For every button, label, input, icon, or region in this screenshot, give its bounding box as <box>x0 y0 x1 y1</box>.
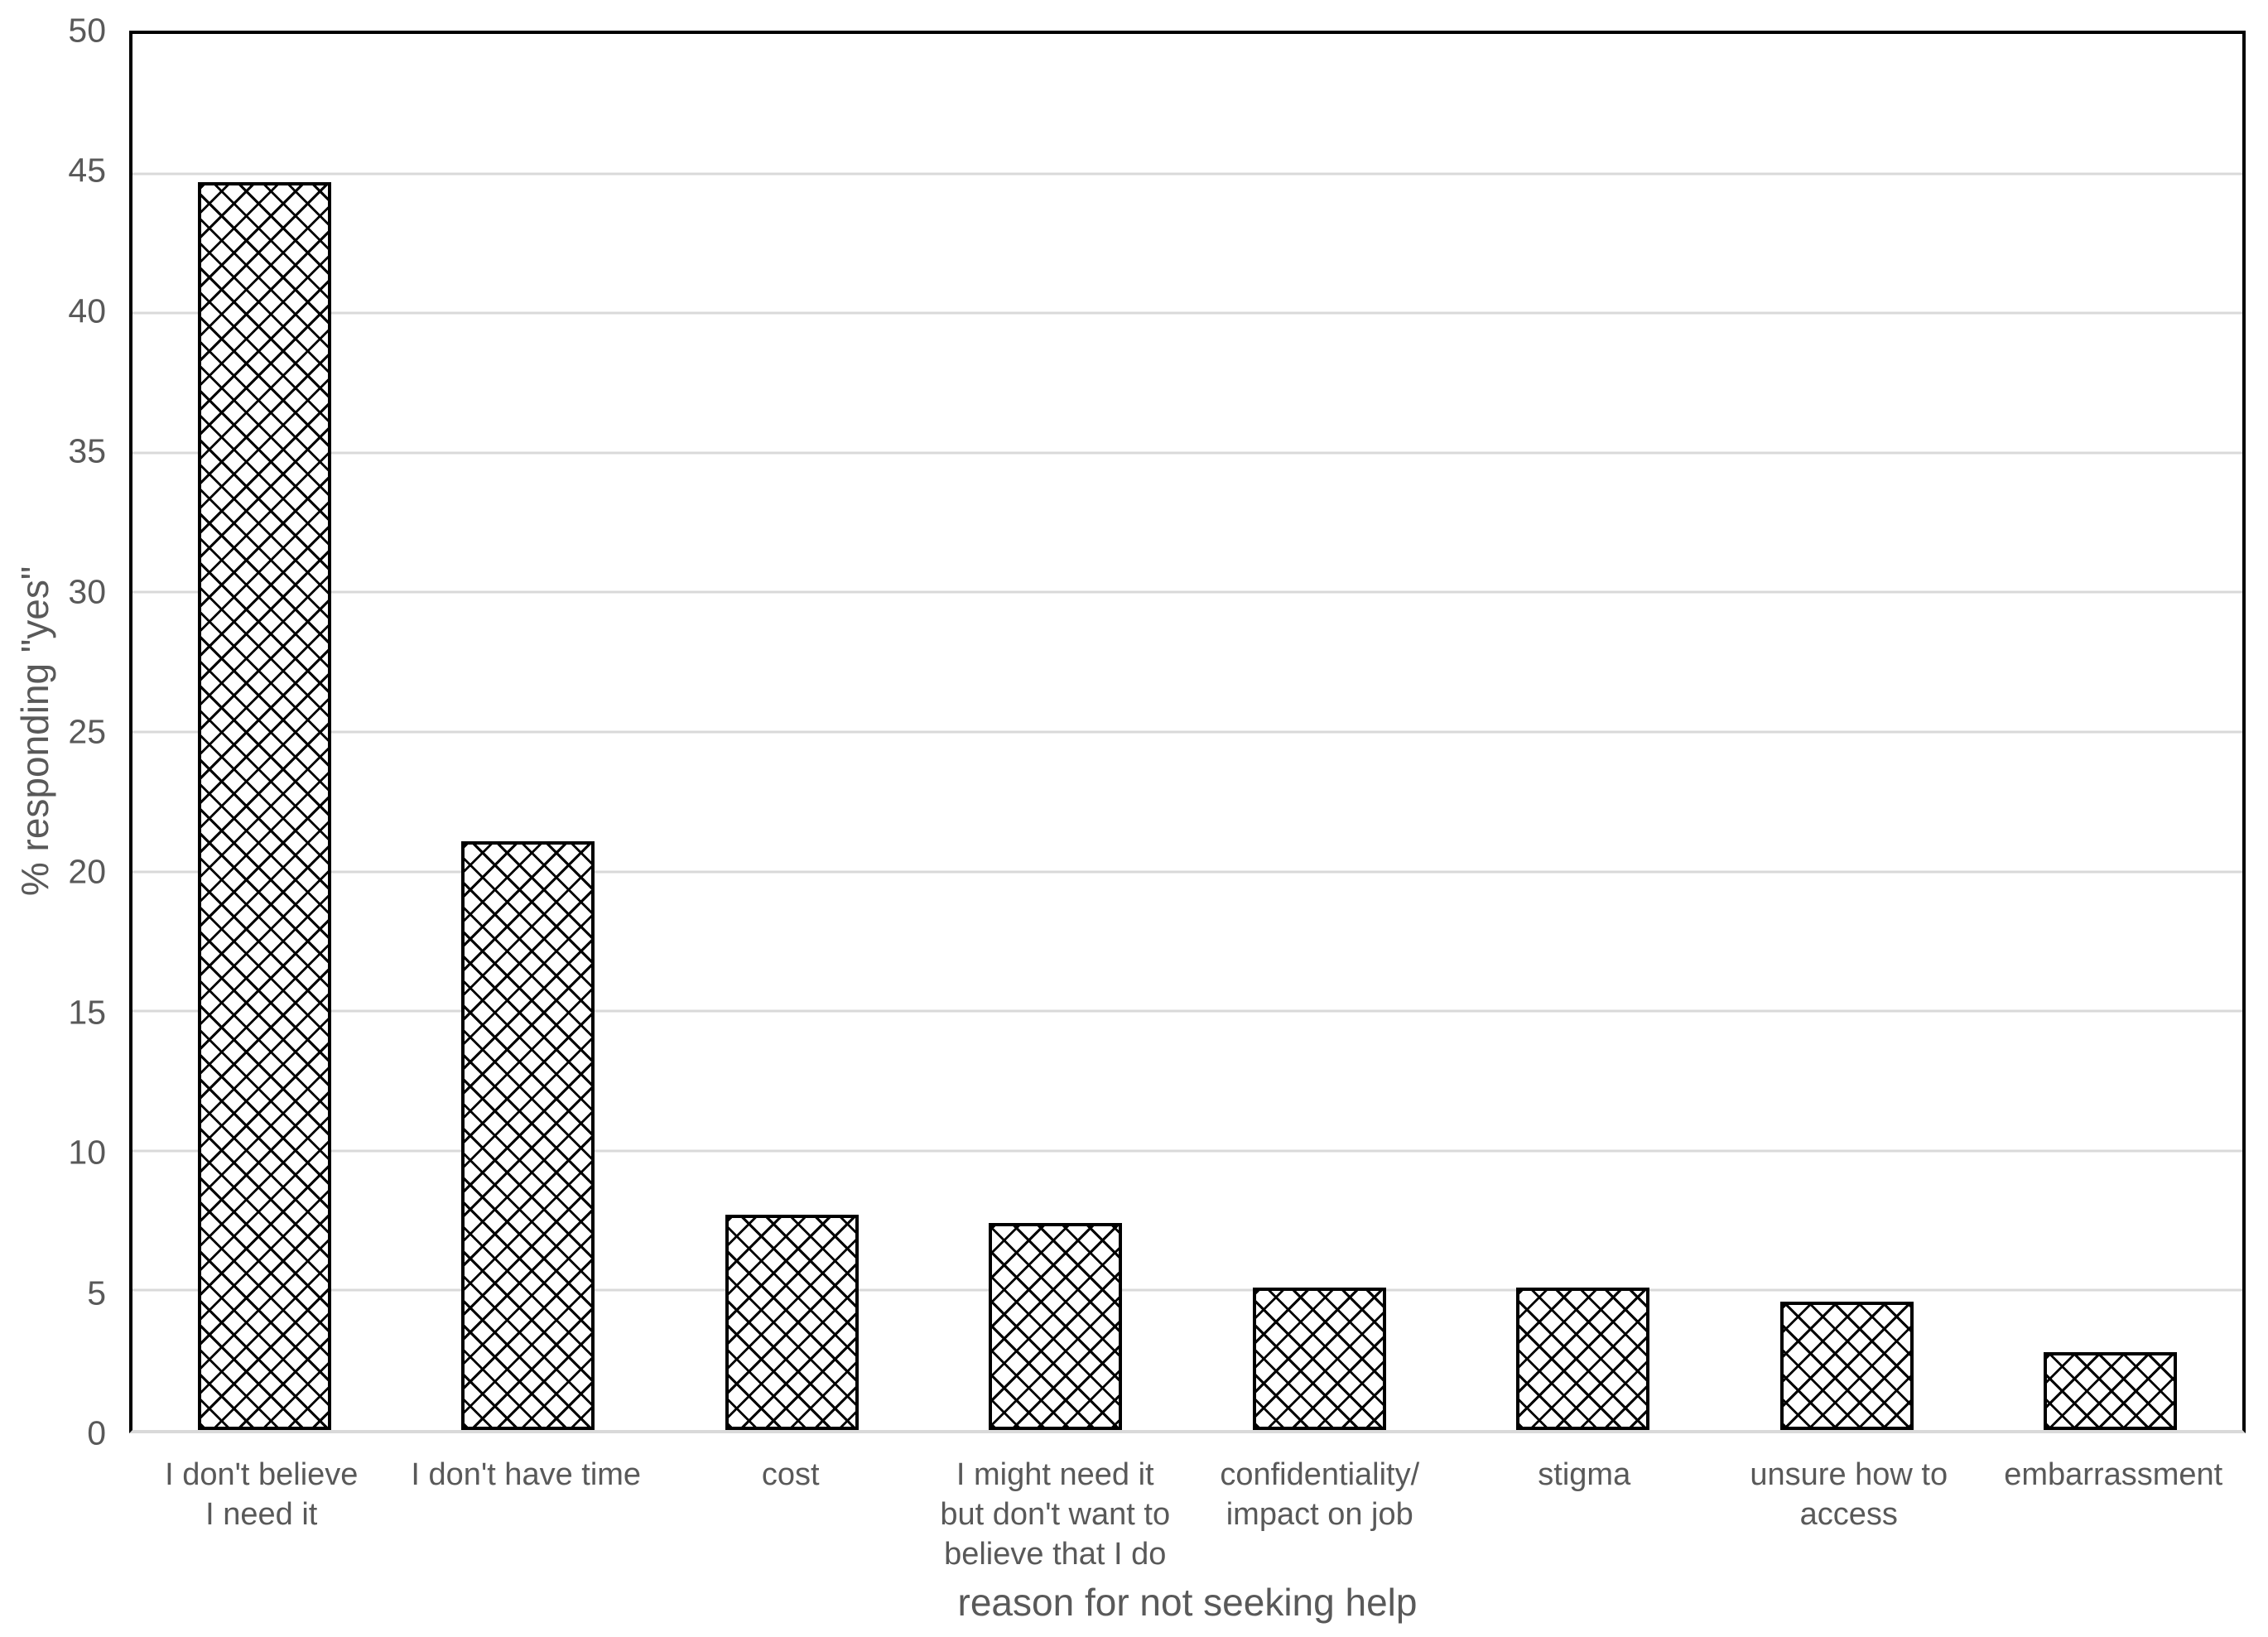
bar-slot <box>1979 34 2243 1430</box>
gridline <box>132 1009 2242 1013</box>
bar-slot <box>1187 34 1452 1430</box>
bar <box>197 181 331 1430</box>
bar <box>1779 1301 1914 1430</box>
bar-slot <box>1715 34 1979 1430</box>
bar <box>461 840 595 1430</box>
gridline <box>132 311 2242 315</box>
x-category-label: confidentiality/ impact on job <box>1220 1457 1420 1532</box>
x-category-labels: I don't believe I need it I don't have ti… <box>129 1455 2246 1574</box>
bar <box>725 1215 859 1430</box>
y-tick-label: 30 <box>68 572 106 611</box>
x-axis-title: reason for not seeking help <box>957 1581 1418 1624</box>
y-tick-label: 25 <box>68 712 106 751</box>
x-category-label: I don't believe I need it <box>165 1457 359 1532</box>
y-tick-label: 10 <box>68 1133 106 1172</box>
bar-slot <box>397 34 661 1430</box>
bars <box>132 34 2242 1430</box>
bar <box>989 1223 1123 1430</box>
bar-slot <box>1452 34 1716 1430</box>
gridline <box>132 172 2242 176</box>
gridline <box>132 1149 2242 1153</box>
y-tick-labels: 0 5 10 15 20 25 30 35 40 45 50 <box>0 12 106 1452</box>
bar <box>1516 1288 1650 1430</box>
x-category-label: unsure how to access <box>1750 1457 1948 1532</box>
gridline <box>132 451 2242 455</box>
x-category-label: embarrassment <box>2004 1457 2223 1492</box>
bar-slot <box>660 34 924 1430</box>
x-category-label: stigma <box>1538 1457 1631 1492</box>
gridline <box>132 590 2242 594</box>
gridline <box>132 730 2242 734</box>
y-tick-label: 20 <box>68 852 106 891</box>
y-tick-label: 0 <box>87 1413 106 1452</box>
y-tick-label: 35 <box>68 431 106 470</box>
bar <box>2044 1351 2178 1430</box>
gridline <box>132 870 2242 874</box>
bar-slot <box>132 34 397 1430</box>
plot-area <box>129 31 2246 1433</box>
x-category-label: I don't have time <box>411 1457 642 1492</box>
y-tick-label: 50 <box>68 11 106 50</box>
y-tick-label: 5 <box>87 1273 106 1312</box>
x-category-label: cost <box>761 1457 820 1492</box>
y-tick-label: 45 <box>68 151 106 190</box>
y-tick-label: 40 <box>68 291 106 330</box>
bar-slot <box>924 34 1188 1430</box>
x-category-label: I might need it but don't want to believ… <box>940 1457 1171 1572</box>
bar <box>1252 1288 1386 1430</box>
y-tick-label: 15 <box>68 993 106 1032</box>
gridline <box>132 1288 2242 1292</box>
